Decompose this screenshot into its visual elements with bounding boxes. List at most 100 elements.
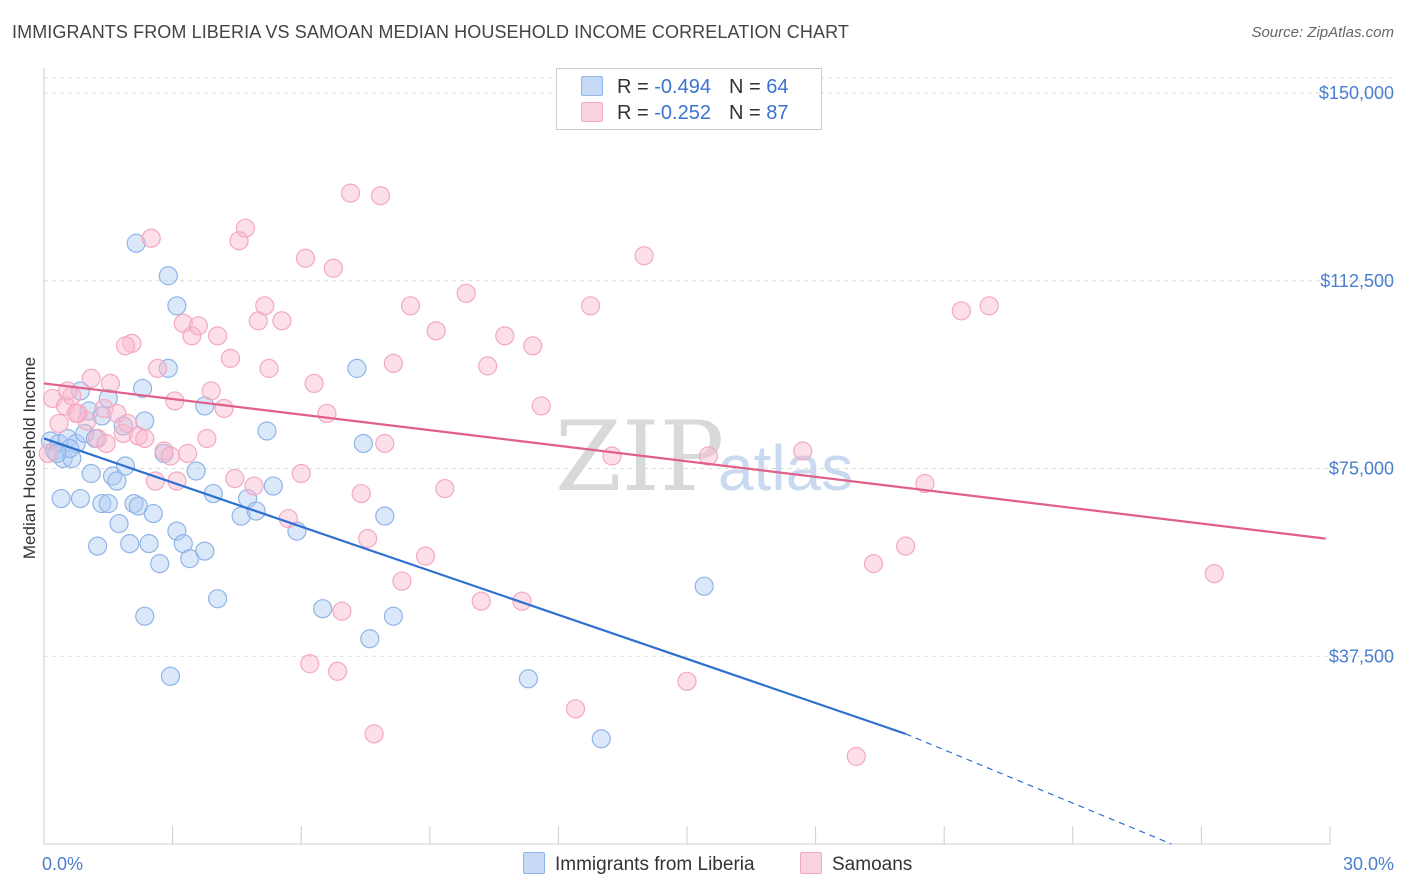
point-liberia bbox=[120, 534, 140, 554]
point-samoans bbox=[160, 446, 181, 466]
point-samoans bbox=[471, 591, 491, 611]
point-liberia bbox=[167, 521, 187, 541]
point-samoans bbox=[49, 413, 69, 434]
point-samoans bbox=[291, 463, 311, 484]
point-samoans bbox=[188, 316, 208, 336]
point-samoans bbox=[244, 476, 264, 496]
point-liberia bbox=[186, 461, 206, 481]
point-samoans bbox=[531, 396, 551, 416]
point-samoans bbox=[951, 301, 971, 321]
legend-row-samoans: R = -0.252 N = 87 bbox=[581, 102, 788, 126]
grid-lines bbox=[44, 77, 1394, 657]
point-samoans bbox=[107, 403, 127, 424]
bottom-legend-label-samoans: Samoans bbox=[832, 854, 913, 875]
y-axis-label: Median Household Income bbox=[20, 357, 39, 559]
point-samoans bbox=[392, 571, 412, 591]
point-samoans bbox=[698, 446, 719, 466]
point-samoans bbox=[272, 311, 292, 331]
legend-r-value-liberia: -0.494 bbox=[654, 76, 711, 98]
source-label: Source: ZipAtlas.com bbox=[1251, 24, 1394, 41]
point-samoans bbox=[225, 468, 245, 489]
point-samoans bbox=[915, 473, 935, 494]
point-liberia bbox=[383, 606, 403, 626]
point-samoans bbox=[197, 428, 217, 449]
point-liberia bbox=[60, 438, 80, 459]
point-samoans bbox=[364, 724, 384, 744]
legend-swatch-liberia bbox=[581, 76, 603, 96]
x-tick-label-end: 30.0% bbox=[1343, 854, 1394, 874]
point-samoans bbox=[634, 246, 654, 266]
point-samoans bbox=[317, 403, 337, 424]
point-samoans bbox=[846, 746, 866, 766]
point-liberia bbox=[70, 488, 91, 509]
point-samoans bbox=[135, 428, 155, 449]
point-samoans bbox=[201, 381, 221, 401]
bottom-legend-swatch-liberia bbox=[523, 852, 545, 874]
point-liberia bbox=[143, 503, 163, 524]
point-liberia bbox=[167, 296, 187, 316]
point-samoans bbox=[94, 398, 114, 419]
point-liberia bbox=[98, 388, 118, 409]
point-samoans bbox=[38, 443, 58, 464]
point-samoans bbox=[235, 218, 256, 238]
legend-n-value-samoans: 87 bbox=[766, 102, 789, 124]
point-samoans bbox=[96, 433, 116, 454]
point-samoans bbox=[426, 321, 446, 341]
point-samoans bbox=[478, 356, 498, 376]
point-liberia bbox=[75, 423, 95, 444]
point-liberia bbox=[313, 599, 333, 619]
bottom-legend-samoans: Samoans bbox=[800, 852, 912, 876]
point-samoans bbox=[147, 358, 168, 378]
point-liberia bbox=[353, 433, 373, 454]
y-tick-label: $112,500 bbox=[1320, 271, 1394, 291]
point-liberia bbox=[263, 476, 283, 496]
legend-swatch-samoans bbox=[581, 102, 603, 122]
point-samoans bbox=[400, 296, 421, 316]
point-liberia bbox=[195, 541, 215, 561]
point-liberia bbox=[158, 358, 178, 378]
point-samoans bbox=[328, 661, 348, 681]
point-samoans bbox=[323, 258, 343, 278]
point-liberia bbox=[694, 576, 714, 596]
point-liberia bbox=[360, 629, 380, 649]
point-samoans bbox=[375, 433, 395, 454]
point-liberia bbox=[150, 554, 170, 574]
legend-n-label: N = bbox=[728, 102, 761, 124]
axes bbox=[43, 68, 1331, 845]
point-samoans bbox=[383, 353, 403, 373]
legend-row-liberia: R = -0.494 N = 64 bbox=[581, 76, 788, 100]
legend-r-value-samoans: -0.252 bbox=[654, 102, 711, 124]
point-liberia bbox=[160, 666, 181, 686]
point-liberia bbox=[347, 358, 367, 378]
point-samoans bbox=[523, 336, 543, 356]
point-samoans bbox=[154, 441, 174, 461]
point-samoans bbox=[415, 546, 436, 566]
point-liberia bbox=[92, 406, 112, 426]
point-liberia bbox=[375, 506, 395, 526]
point-liberia bbox=[126, 233, 146, 253]
point-liberia bbox=[128, 496, 148, 516]
point-samoans bbox=[178, 443, 198, 464]
point-liberia bbox=[591, 729, 611, 749]
point-liberia bbox=[109, 513, 129, 534]
bottom-legend-label-liberia: Immigrants from Liberia bbox=[555, 854, 755, 875]
legend-r-label: R = bbox=[617, 76, 649, 98]
point-samoans bbox=[77, 411, 97, 431]
point-samoans bbox=[580, 296, 601, 316]
point-liberia bbox=[87, 536, 108, 556]
point-liberia bbox=[51, 488, 71, 509]
point-samoans bbox=[677, 671, 697, 691]
legend-n-label: N = bbox=[728, 76, 761, 98]
point-samoans bbox=[81, 368, 101, 388]
point-samoans bbox=[456, 283, 476, 303]
point-samoans bbox=[208, 326, 228, 346]
point-samoans bbox=[370, 186, 391, 206]
y-tick-label: $75,000 bbox=[1329, 459, 1394, 479]
point-samoans bbox=[979, 296, 999, 316]
point-samoans bbox=[66, 403, 86, 424]
bottom-legend-liberia: Immigrants from Liberia bbox=[523, 852, 755, 876]
trend-line-samoans bbox=[43, 382, 1326, 540]
point-samoans bbox=[117, 413, 138, 434]
point-liberia bbox=[518, 669, 538, 689]
